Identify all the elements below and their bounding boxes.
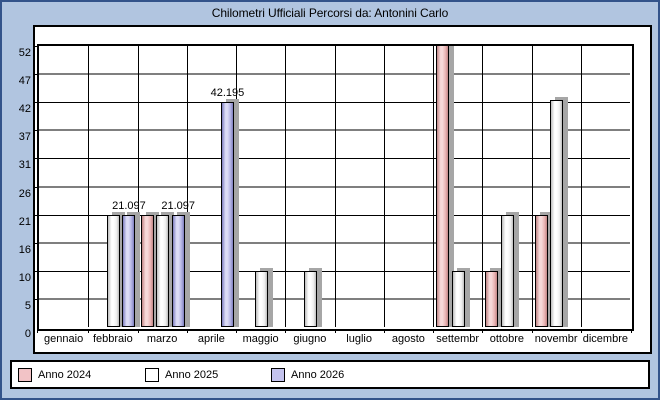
gridline-h bbox=[39, 242, 630, 244]
gridline-h bbox=[39, 73, 630, 75]
y-axis-label: 21 bbox=[18, 216, 31, 228]
y-axis-label: 10 bbox=[18, 272, 31, 284]
y-axis-label: 47 bbox=[18, 75, 31, 87]
x-axis-tick bbox=[335, 329, 336, 333]
bar-value-label: 21.097 bbox=[161, 200, 196, 212]
bar-value-label: 21.097 bbox=[112, 200, 146, 212]
legend-item-anno-2025: Anno 2025 bbox=[145, 362, 218, 387]
x-axis-label: agosto bbox=[391, 333, 425, 345]
bar-anno-2024-novembr bbox=[534, 215, 548, 327]
bar-anno-2025-marzo bbox=[156, 215, 170, 327]
gridline-v bbox=[433, 46, 434, 327]
bar-anno-2025-novembr bbox=[550, 100, 564, 327]
x-axis-label: gennaio bbox=[44, 333, 84, 345]
legend-label-anno-2025: Anno 2025 bbox=[165, 368, 219, 381]
gridline-v bbox=[285, 46, 286, 327]
bar-anno-2026-marzo bbox=[171, 215, 185, 327]
gridline-v bbox=[384, 46, 385, 327]
gridline-v bbox=[581, 46, 582, 327]
x-axis-label: maggio bbox=[242, 333, 279, 345]
x-axis-label: novembr bbox=[534, 333, 578, 345]
x-axis-label: febbraio bbox=[92, 333, 133, 345]
legend-swatch-anno-2026 bbox=[271, 367, 285, 382]
bar-anno-2024-ottobre bbox=[485, 271, 499, 327]
y-axis-tick bbox=[33, 299, 37, 300]
x-axis-tick bbox=[236, 329, 237, 333]
y-axis-label: 31 bbox=[18, 159, 31, 171]
x-axis-label: luglio bbox=[346, 333, 372, 345]
y-axis-tick bbox=[33, 158, 37, 159]
x-axis-tick bbox=[384, 329, 385, 333]
x-axis-label: marzo bbox=[146, 333, 178, 345]
gridline-h bbox=[39, 271, 630, 272]
gridline-h bbox=[39, 215, 630, 216]
gridline-v bbox=[532, 46, 533, 327]
x-axis-label: settembr bbox=[436, 333, 480, 345]
gridline-h bbox=[39, 158, 630, 159]
legend-swatch-anno-2025 bbox=[145, 367, 159, 382]
y-axis-label: 16 bbox=[18, 244, 31, 256]
y-axis-tick bbox=[33, 130, 37, 131]
x-axis-tick bbox=[433, 329, 434, 333]
x-axis-label: aprile bbox=[197, 333, 225, 345]
y-axis-tick bbox=[33, 46, 37, 47]
legend-label-anno-2026: Anno 2026 bbox=[291, 368, 345, 381]
y-axis-label: 42 bbox=[18, 103, 31, 115]
y-axis-label: 5 bbox=[24, 300, 31, 312]
x-axis-tick bbox=[285, 329, 286, 333]
bar-anno-2026-febbraio bbox=[122, 215, 136, 327]
bar-anno-2024-marzo bbox=[140, 215, 154, 327]
y-axis-tick bbox=[33, 215, 37, 216]
gridline-v bbox=[138, 46, 139, 327]
legend-swatch-anno-2024 bbox=[18, 367, 32, 382]
x-axis-tick bbox=[187, 329, 188, 333]
x-axis-tick bbox=[532, 329, 533, 333]
x-axis-label: giugno bbox=[293, 333, 327, 345]
bar-value-label: 42.195 bbox=[210, 87, 245, 99]
x-axis-tick bbox=[37, 329, 38, 333]
bar-anno-2025-febbraio bbox=[106, 215, 120, 327]
x-axis-tick bbox=[88, 329, 89, 333]
bar-anno-2025-giugno bbox=[303, 271, 317, 327]
x-axis-label: ottobre bbox=[489, 333, 524, 345]
y-axis-tick bbox=[33, 243, 37, 244]
y-axis-tick bbox=[33, 271, 37, 272]
y-axis-label: 0 bbox=[24, 328, 31, 340]
y-axis-label: 26 bbox=[18, 188, 31, 200]
gridline-h bbox=[39, 298, 630, 300]
chart-title: Chilometri Ufficiali Percorsi da: Antoni… bbox=[211, 6, 449, 20]
gridline-v bbox=[335, 46, 336, 327]
bar-anno-2024-settembr bbox=[436, 46, 449, 327]
gridline-h bbox=[39, 129, 630, 131]
bar-anno-2026-aprile bbox=[220, 102, 234, 327]
y-axis-label: 52 bbox=[18, 47, 31, 59]
y-axis-tick bbox=[33, 102, 37, 103]
legend-item-anno-2026: Anno 2026 bbox=[271, 362, 344, 387]
x-axis-tick bbox=[482, 329, 483, 333]
bar-anno-2025-settembr bbox=[451, 271, 465, 327]
x-axis-tick bbox=[581, 329, 582, 333]
y-axis-label: 37 bbox=[18, 131, 31, 143]
gridline-v bbox=[482, 46, 483, 327]
legend: Anno 2024 Anno 2025 Anno 2026 bbox=[10, 360, 650, 389]
gridline-v bbox=[187, 46, 188, 327]
gridline-h bbox=[39, 102, 630, 103]
x-axis-tick bbox=[631, 329, 632, 333]
x-axis-label: dicembre bbox=[582, 333, 628, 345]
y-axis-tick bbox=[33, 74, 37, 75]
gridline-h bbox=[39, 186, 630, 188]
legend-item-anno-2024: Anno 2024 bbox=[18, 362, 91, 387]
bar-anno-2025-maggio bbox=[254, 271, 268, 327]
bar-anno-2025-ottobre bbox=[500, 215, 514, 327]
y-axis-tick bbox=[33, 187, 37, 188]
gridline-v bbox=[88, 46, 89, 327]
x-axis-tick bbox=[138, 329, 139, 333]
legend-label-anno-2024: Anno 2024 bbox=[38, 368, 92, 381]
